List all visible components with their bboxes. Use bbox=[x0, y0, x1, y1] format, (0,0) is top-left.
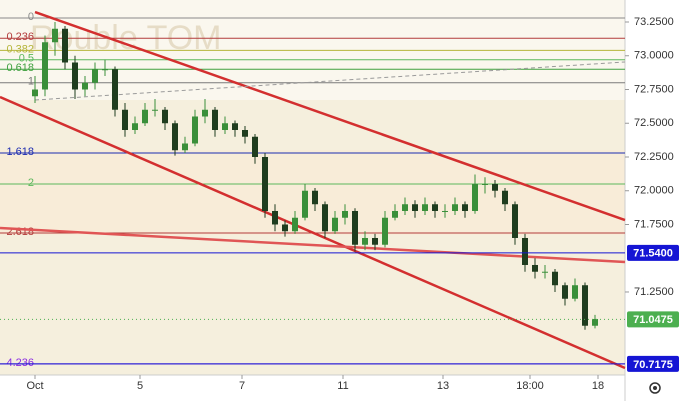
candle-body bbox=[262, 156, 268, 211]
candle-body bbox=[162, 109, 168, 124]
candle-body bbox=[122, 109, 128, 130]
candle-body bbox=[412, 204, 418, 211]
candle-body bbox=[252, 136, 258, 157]
candle-body bbox=[362, 237, 368, 245]
x-tick-label: 11 bbox=[337, 380, 348, 392]
candle-body bbox=[132, 123, 138, 130]
candle-body bbox=[472, 183, 478, 211]
candle-body bbox=[282, 224, 288, 232]
trend-line bbox=[0, 95, 626, 370]
x-tick-label: Oct bbox=[26, 380, 43, 392]
candle-body bbox=[62, 28, 68, 63]
candle-body bbox=[232, 123, 238, 130]
candle-body bbox=[392, 210, 398, 218]
candle-body bbox=[402, 204, 408, 211]
x-tick-label: 18:00 bbox=[516, 380, 544, 392]
y-tick-label: 72.5000 bbox=[634, 117, 674, 129]
candle-body bbox=[142, 109, 148, 124]
candle-body bbox=[172, 123, 178, 151]
candle-body bbox=[222, 123, 228, 130]
y-tick-label: 72.7500 bbox=[634, 83, 674, 95]
candle-body bbox=[312, 190, 318, 205]
candle-body bbox=[372, 237, 378, 245]
candle-body bbox=[582, 285, 588, 326]
candle-body bbox=[92, 69, 98, 83]
candle-body bbox=[152, 109, 158, 111]
fib-label: 0.236 bbox=[6, 31, 34, 43]
candle-body bbox=[452, 204, 458, 211]
candle-body bbox=[72, 62, 78, 90]
candle-body bbox=[422, 204, 428, 211]
fib-label: 0.382 bbox=[6, 43, 34, 55]
candle-body bbox=[462, 204, 468, 211]
candle-body bbox=[112, 69, 118, 110]
candle-body bbox=[42, 42, 48, 90]
candle-body bbox=[552, 271, 558, 286]
candle-body bbox=[572, 285, 578, 299]
candle-body bbox=[332, 217, 338, 232]
fib-label: 2 bbox=[28, 177, 34, 189]
price-tag bbox=[627, 244, 679, 261]
candle-body bbox=[382, 217, 388, 245]
y-tick-label: 72.2500 bbox=[634, 151, 674, 163]
candle-body bbox=[202, 109, 208, 117]
candle-body bbox=[192, 116, 198, 144]
candle-body bbox=[322, 204, 328, 232]
fib-label: 4.236 bbox=[6, 357, 34, 369]
y-tick-label: 71.7500 bbox=[634, 218, 674, 230]
candle-body bbox=[212, 109, 218, 130]
candle-body bbox=[432, 204, 438, 211]
price-tag-label: 71.0475 bbox=[633, 314, 673, 326]
x-tick-label: 5 bbox=[137, 380, 143, 392]
price-tag-label: 71.5400 bbox=[633, 248, 673, 260]
candle-body bbox=[592, 318, 598, 326]
candle-body bbox=[352, 210, 358, 245]
candle-body bbox=[492, 183, 498, 191]
candle-body bbox=[102, 69, 108, 71]
candle-body bbox=[272, 210, 278, 225]
candle-body bbox=[242, 129, 248, 137]
candle-body bbox=[512, 204, 518, 238]
candle-body bbox=[32, 89, 38, 97]
candle-body bbox=[532, 264, 538, 272]
settings-icon[interactable] bbox=[649, 382, 661, 394]
candle-body bbox=[82, 82, 88, 90]
price-tag-label: 70.7175 bbox=[633, 359, 673, 371]
candle-body bbox=[502, 190, 508, 205]
candle-body bbox=[562, 285, 568, 299]
candle-body bbox=[482, 183, 488, 185]
price-tag bbox=[627, 311, 679, 328]
candle-body bbox=[542, 271, 548, 273]
fib-label: 1 bbox=[28, 76, 34, 88]
x-tick-label: 7 bbox=[239, 380, 245, 392]
candle-body bbox=[522, 237, 528, 265]
x-tick-label: 13 bbox=[437, 380, 449, 392]
candle-body bbox=[342, 210, 348, 218]
y-tick-label: 73.0000 bbox=[634, 50, 674, 62]
candle-body bbox=[302, 190, 308, 218]
candle-body bbox=[182, 143, 188, 151]
candle-body bbox=[52, 28, 58, 43]
trend-line bbox=[34, 61, 626, 101]
y-tick-label: 72.0000 bbox=[634, 185, 674, 197]
price-tag bbox=[627, 355, 679, 372]
fib-label: 0 bbox=[28, 11, 34, 23]
y-tick-label: 71.2500 bbox=[634, 286, 674, 298]
y-tick-label: 73.2500 bbox=[634, 16, 674, 28]
candle-body bbox=[292, 217, 298, 232]
x-tick-label: 18 bbox=[592, 380, 604, 392]
fib-label: 0.618 bbox=[6, 62, 34, 74]
trend-line bbox=[34, 10, 626, 222]
fib-label: 0.5 bbox=[19, 53, 34, 65]
trend-line bbox=[0, 226, 626, 264]
candle-body bbox=[442, 210, 448, 212]
fib-label: 1.618 bbox=[6, 146, 34, 158]
